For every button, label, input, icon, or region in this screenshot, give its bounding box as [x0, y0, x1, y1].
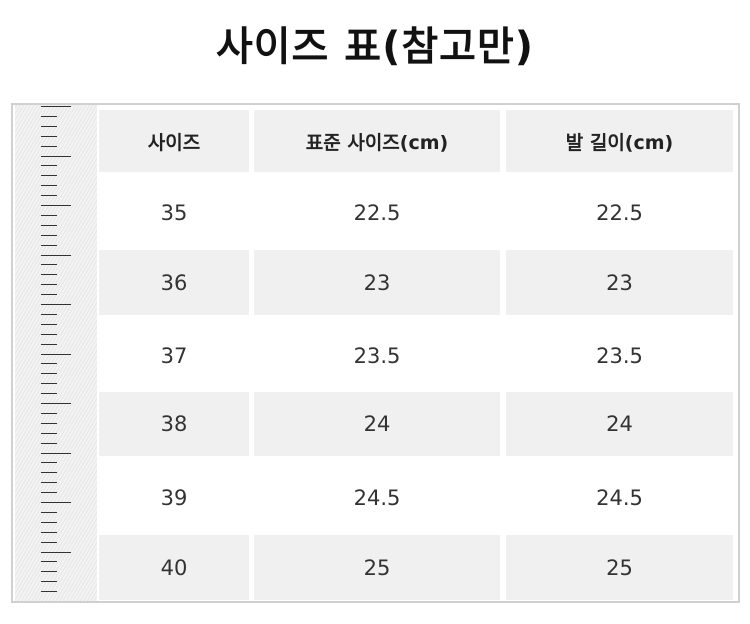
ruler-tick: [41, 472, 57, 474]
ruler-tick: [41, 234, 57, 236]
ruler-tick: [41, 125, 57, 127]
ruler-tick: [41, 551, 71, 553]
ruler-tick: [41, 403, 71, 404]
ruler-tick: [41, 462, 57, 464]
ruler-tick: [41, 353, 71, 355]
table-cell: 23: [254, 250, 500, 315]
ruler-tick: [41, 244, 57, 246]
ruler-tick: [41, 363, 57, 365]
table-cell: 24.5: [353, 485, 401, 510]
ruler-tick: [41, 343, 57, 345]
page-title: 사이즈 표(참고만): [215, 24, 535, 70]
table-cell: 35: [160, 201, 188, 225]
table-cell: 37: [160, 343, 188, 368]
ruler-tick: [41, 175, 57, 177]
column-header: 사이즈: [99, 110, 249, 172]
ruler-tick: [41, 482, 57, 484]
ruler-tick: [41, 442, 57, 444]
ruler-tick: [41, 106, 71, 107]
table-cell: 23.5: [353, 343, 401, 368]
ruler-tick: [41, 581, 57, 583]
ruler-tick: [41, 304, 71, 305]
ruler-tick: [41, 383, 57, 385]
ruler-tick: [41, 521, 57, 523]
table-cell: 24: [506, 392, 733, 456]
table-cell: 40: [99, 535, 249, 600]
table-cell: 39: [160, 485, 188, 510]
ruler-tick: [41, 224, 57, 226]
ruler-decoration: [15, 105, 97, 601]
column-header: 발 길이(cm): [506, 110, 733, 172]
ruler-tick: [41, 422, 57, 424]
ruler-tick: [41, 511, 57, 513]
table-cell: 23: [506, 250, 733, 315]
ruler-tick: [41, 373, 57, 375]
table-cell: 36: [99, 250, 249, 315]
ruler-tick: [41, 155, 71, 157]
ruler-tick: [41, 214, 57, 216]
ruler-tick: [41, 412, 57, 414]
table-cell: 24: [254, 392, 500, 456]
table-cell: 25: [254, 535, 500, 600]
ruler-tick: [41, 274, 57, 276]
ruler-tick: [41, 531, 57, 533]
ruler-tick: [41, 571, 57, 573]
table-cell: 23.5: [596, 343, 643, 368]
ruler-tick: [41, 115, 57, 117]
ruler-tick: [41, 195, 57, 197]
column-header: 표준 사이즈(cm): [254, 110, 500, 172]
ruler-tick: [41, 313, 57, 315]
table-cell: 22.5: [596, 201, 643, 225]
ruler-tick: [41, 185, 57, 187]
ruler-tick: [41, 561, 57, 563]
ruler-tick: [41, 254, 71, 256]
ruler-tick: [41, 452, 71, 454]
size-chart-frame: 사이즈 표준 사이즈(cm) 발 길이(cm) 35 22.5 22.5 36 23 23 37 2…: [11, 103, 740, 603]
ruler-tick: [41, 145, 57, 147]
ruler-tick: [41, 492, 57, 494]
ruler-tick: [41, 541, 57, 543]
ruler-tick: [41, 135, 57, 137]
table-cell: 38: [99, 392, 249, 456]
ruler-tick: [41, 294, 57, 296]
ruler-tick: [41, 502, 71, 503]
table-cell: 24.5: [596, 485, 643, 510]
table-cell: 22.5: [353, 201, 401, 225]
table-cell: 25: [506, 535, 733, 600]
ruler-tick: [41, 432, 57, 434]
ruler-tick: [41, 393, 57, 395]
ruler-tick: [41, 333, 57, 335]
ruler-tick: [41, 323, 57, 325]
ruler-tick: [41, 205, 71, 206]
ruler-tick: [41, 591, 57, 593]
ruler-tick: [41, 284, 57, 286]
ruler-tick: [41, 165, 57, 167]
ruler-tick: [41, 264, 57, 266]
